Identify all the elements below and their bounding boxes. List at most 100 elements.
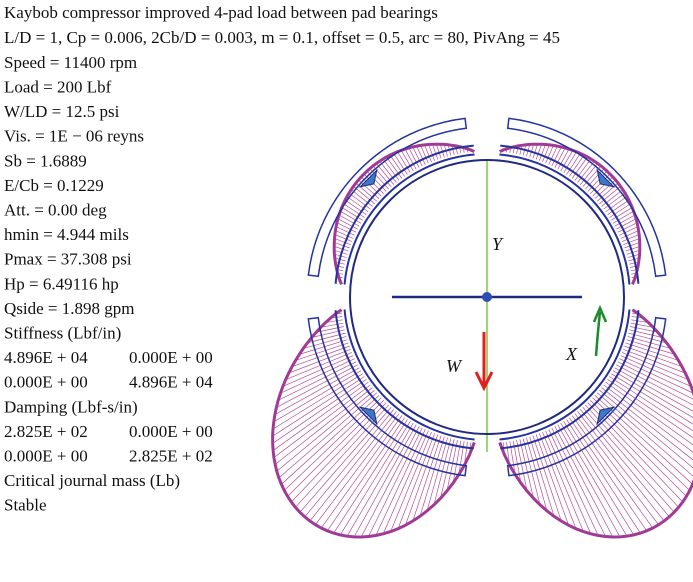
pressure-hatch <box>397 433 436 529</box>
pressure-hatch <box>446 439 458 492</box>
status: Stable <box>4 496 47 515</box>
pressure-hatch <box>397 151 411 173</box>
pressure-hatch <box>320 322 344 328</box>
pressure-hatch <box>303 336 347 349</box>
stiffness-value: 4.896E + 04 <box>4 348 88 367</box>
pressure-hatch <box>428 144 436 161</box>
pressure-hatch <box>630 322 654 328</box>
pressure-hatch <box>548 145 558 165</box>
pressure-hatch <box>557 424 621 538</box>
pressure-hatch <box>375 429 426 536</box>
pressure-hatch <box>379 160 397 183</box>
journal-center <box>482 292 492 302</box>
pressure-hatch <box>620 230 639 239</box>
pressure-hatch <box>291 402 387 503</box>
pressure-hatch <box>619 358 693 394</box>
pressure-hatch <box>526 437 548 512</box>
pressure-hatch <box>295 404 389 508</box>
pressure-hatch <box>309 411 397 522</box>
pressure-hatch <box>626 339 675 355</box>
pressure-hatch <box>545 430 592 534</box>
pressure-hatch <box>436 144 442 159</box>
parameters: L/D = 1, Cp = 0.006, 2Cb/D = 0.003, m = … <box>4 28 560 47</box>
pressure-hatch <box>601 387 693 461</box>
pressure-hatch <box>529 436 555 517</box>
pressure-hatch <box>353 186 375 205</box>
pressure-hatch <box>280 358 355 394</box>
pressure-hatch <box>577 411 665 522</box>
pressure-hatch <box>609 376 693 432</box>
pressure-hatch <box>344 199 367 215</box>
pressure-hatch <box>566 419 641 534</box>
pressure-hatch <box>594 179 616 199</box>
pressure-hatch <box>346 196 369 213</box>
pressure-hatch <box>617 361 693 400</box>
pressure-hatch <box>569 154 585 177</box>
pressure-hatch <box>273 370 362 423</box>
pressure-hatch <box>571 156 588 179</box>
pressure-hatch <box>532 144 538 159</box>
pressure-hatch <box>624 242 640 249</box>
stiffness-value: 4.896E + 04 <box>129 373 213 392</box>
pressure-hatch <box>272 373 363 430</box>
pressure-hatch <box>611 207 633 221</box>
pressure-hatch <box>582 165 602 188</box>
pressure-hatch <box>548 429 599 536</box>
pad-inner <box>499 153 631 285</box>
pressure-hatch <box>416 145 426 165</box>
pressure-hatch <box>343 203 365 218</box>
pressure-hatch <box>452 440 462 484</box>
pressure-lobe <box>271 308 476 539</box>
pressure-hatch <box>299 406 392 513</box>
pressure-hatch <box>382 158 400 181</box>
pressure-hatch <box>607 379 693 439</box>
result-line: Hp = 6.49116 hp <box>4 274 119 293</box>
load-label: W <box>446 356 463 376</box>
pressure-hatch <box>621 234 640 242</box>
pressure-hatch <box>348 192 371 210</box>
pressure-hatch <box>623 238 640 246</box>
result-line: E/Cb = 0.1229 <box>4 176 104 195</box>
pressure-hatch <box>288 348 351 374</box>
result-line: Sb = 1.6889 <box>4 151 87 170</box>
pressure-hatch <box>585 168 605 190</box>
pressure-hatch <box>609 203 631 218</box>
pressure-hatch <box>614 214 636 227</box>
stiffness-value: 0.000E + 00 <box>129 348 213 367</box>
pressure-hatch <box>532 435 562 522</box>
pad-outer <box>334 144 474 284</box>
result-line: Pmax = 37.308 psi <box>4 250 132 269</box>
housing <box>506 316 667 477</box>
housing <box>307 316 468 477</box>
pressure-hatch <box>360 426 420 538</box>
pressure-hatch <box>551 146 562 167</box>
pressure-hatch <box>274 387 373 465</box>
pressure-hatch <box>358 179 380 199</box>
rotation-arrow <box>594 311 602 357</box>
pressure-hatch <box>601 189 624 207</box>
pressure-hatch <box>412 146 423 167</box>
result-line: Load = 200 Lbf <box>4 78 112 97</box>
pressure-hatch <box>625 342 679 361</box>
y-label: Y <box>492 234 504 254</box>
critical-mass: Critical journal mass (Lb) <box>4 471 180 490</box>
pressure-hatch <box>620 355 692 387</box>
pivot <box>596 406 616 426</box>
pad-inner <box>343 153 475 285</box>
pressure-hatch <box>335 230 354 239</box>
pressure-hatch <box>412 435 442 522</box>
result-line: Speed = 11400 rpm <box>4 53 137 72</box>
pressure-hatch <box>599 186 621 205</box>
pressure-hatch <box>273 384 371 458</box>
pressure-hatch <box>346 422 414 537</box>
pressure-hatch <box>424 144 432 163</box>
pressure-hatch <box>291 345 350 368</box>
pressure-hatch <box>612 370 693 418</box>
pad-inner <box>499 309 631 441</box>
pressure-hatch <box>276 364 358 408</box>
pressure-hatch <box>582 406 675 513</box>
pressure-hatch <box>560 150 574 172</box>
pressure-lobe <box>332 142 475 285</box>
pressure-hatch <box>274 367 360 415</box>
damping-value: 2.825E + 02 <box>4 422 88 441</box>
